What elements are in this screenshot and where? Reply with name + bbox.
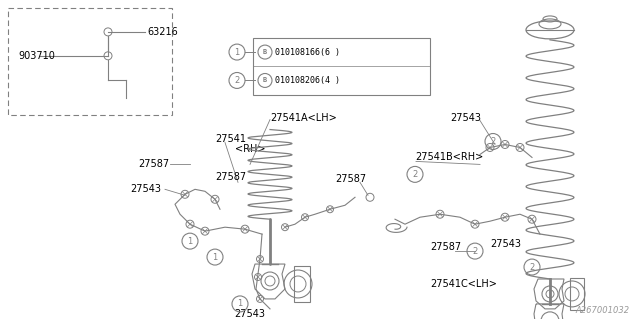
Text: 27541B<RH>: 27541B<RH> [415, 152, 483, 163]
Text: 2: 2 [472, 247, 477, 256]
Text: 2: 2 [412, 170, 418, 179]
Text: B: B [263, 77, 267, 84]
Text: 27587: 27587 [138, 159, 169, 169]
Bar [253, 38, 430, 95]
Text: 2: 2 [529, 262, 534, 272]
Text: <RH>: <RH> [235, 144, 266, 155]
Text: 1: 1 [188, 236, 193, 246]
Text: 27541C<LH>: 27541C<LH> [430, 279, 497, 289]
Text: 903710: 903710 [18, 51, 55, 61]
Text: 1: 1 [212, 252, 218, 261]
Text: 010108206(4 ): 010108206(4 ) [275, 76, 340, 85]
Text: 63216: 63216 [147, 27, 178, 37]
Text: 2: 2 [234, 76, 239, 85]
Text: 27543: 27543 [130, 184, 161, 194]
Bar [294, 266, 310, 302]
Text: 27543: 27543 [490, 239, 521, 249]
Text: 27541: 27541 [215, 134, 246, 145]
Bar [8, 8, 172, 115]
Text: A267001032: A267001032 [576, 306, 630, 316]
Text: 27543: 27543 [234, 309, 266, 319]
Text: 27587: 27587 [430, 242, 461, 252]
Text: 27587: 27587 [335, 174, 366, 184]
Text: 1: 1 [237, 300, 243, 308]
Text: 1: 1 [234, 48, 239, 57]
Bar [570, 278, 584, 310]
Text: 27541A<LH>: 27541A<LH> [270, 113, 337, 123]
Text: B: B [263, 49, 267, 55]
Text: 27587: 27587 [215, 172, 246, 182]
Text: 010108166(6 ): 010108166(6 ) [275, 48, 340, 57]
Text: 2: 2 [490, 137, 495, 146]
Text: 27543: 27543 [450, 113, 481, 123]
